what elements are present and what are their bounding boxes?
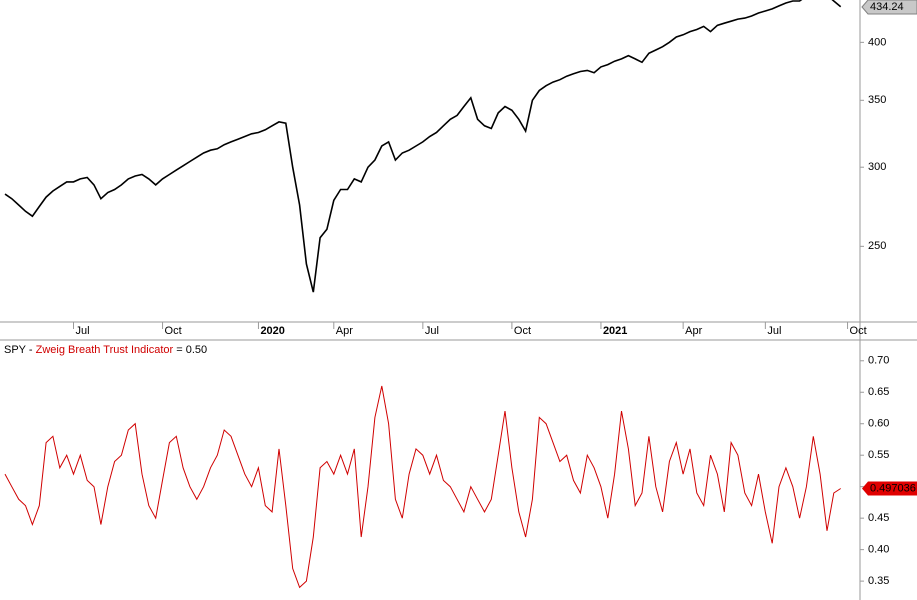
y-tick-label: 400 xyxy=(868,36,886,48)
y-tick-label: 0.55 xyxy=(868,449,889,461)
y-tick-label: 250 xyxy=(868,240,886,252)
x-tick-label: 2020 xyxy=(260,325,284,337)
x-tick-label: 2021 xyxy=(603,325,627,337)
indicator-pane xyxy=(4,385,841,589)
series-line xyxy=(4,385,841,589)
legend: SPY - Zweig Breath Trust Indicator = 0.5… xyxy=(4,344,207,356)
x-tick-label: Jul xyxy=(425,325,439,337)
y-tick-label: 0.45 xyxy=(868,512,889,524)
x-tick-label: Apr xyxy=(336,325,353,337)
y-tick-label: 0.35 xyxy=(868,575,889,587)
x-tick-label: Apr xyxy=(685,325,702,337)
y-tick-label: 0.70 xyxy=(868,355,889,367)
series-line xyxy=(4,0,842,293)
x-tick-label: Jul xyxy=(76,325,90,337)
legend-name: Zweig Breath Trust Indicator xyxy=(36,344,174,356)
y-tick-label: 0.40 xyxy=(868,544,889,556)
x-tick-label: Oct xyxy=(850,325,867,337)
x-tick-label: Oct xyxy=(514,325,531,337)
x-tick-label: Jul xyxy=(767,325,781,337)
y-tick-label: 350 xyxy=(868,94,886,106)
symbol: SPY - xyxy=(4,344,33,356)
x-tick-label: Oct xyxy=(165,325,182,337)
y-tick-label: 0.65 xyxy=(868,386,889,398)
readout: = 0.50 xyxy=(176,344,207,356)
last-value-label: 434.24 xyxy=(870,1,904,13)
y-tick-label: 0.60 xyxy=(868,418,889,430)
y-tick-label: 300 xyxy=(868,161,886,173)
last-value-badge xyxy=(861,0,917,15)
last-value-badge xyxy=(862,481,917,496)
last-value-label: 0.497036 xyxy=(870,482,916,494)
axes: 250 300 350 400 434.24 Jul Oct 2020 Apr Jul Oct 202… xyxy=(73,0,917,587)
price-pane xyxy=(4,0,842,293)
